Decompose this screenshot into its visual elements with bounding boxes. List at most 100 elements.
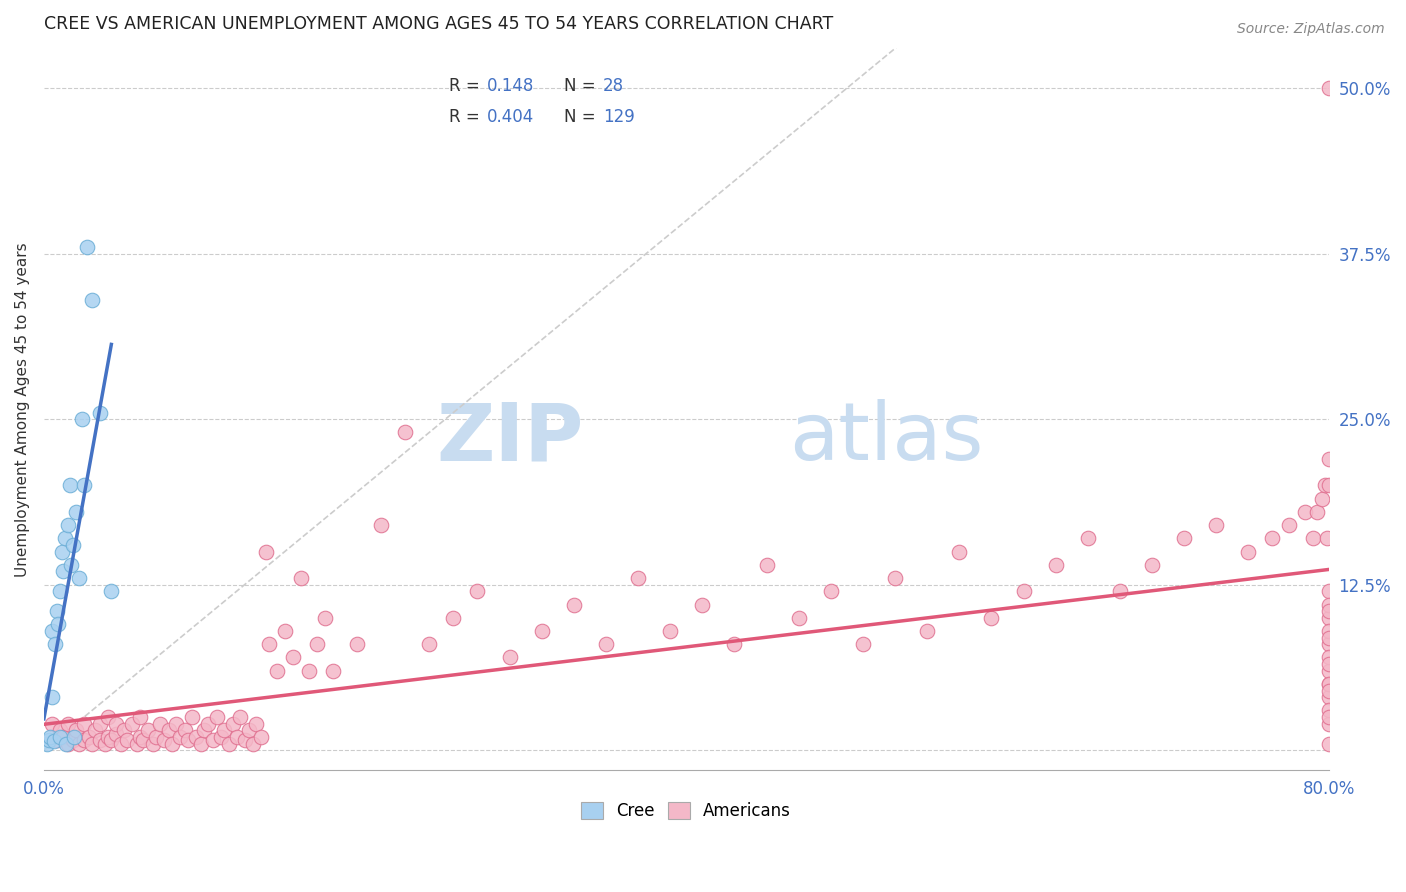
Point (193, 723, 215, 738)
Point (38, 732, 60, 747)
Point (42, 734, 65, 748)
Point (1294, 505, 1316, 519)
Point (94, 737, 117, 751)
Point (1317, 611, 1340, 625)
Point (201, 732, 224, 747)
Point (595, 637, 617, 651)
Point (45, 732, 67, 747)
Point (97, 710, 120, 724)
Point (65, 505, 87, 519)
Point (884, 571, 907, 585)
Point (1317, 604, 1340, 618)
Point (89, 732, 111, 747)
Y-axis label: Unemployment Among Ages 45 to 54 years: Unemployment Among Ages 45 to 54 years (15, 242, 30, 576)
Point (65, 723, 87, 738)
Legend: Cree, Americans: Cree, Americans (575, 795, 797, 827)
Point (530, 624, 553, 638)
Text: 28: 28 (603, 77, 624, 95)
Point (1317, 631, 1340, 645)
Point (266, 664, 288, 678)
Point (41, 690, 63, 705)
Point (80, 737, 103, 751)
Point (1317, 657, 1340, 671)
Point (97, 730, 120, 744)
Point (56, 737, 79, 751)
Point (67, 737, 90, 751)
Point (225, 730, 247, 744)
Point (110, 737, 132, 751)
Point (249, 730, 271, 744)
Point (169, 730, 191, 744)
Point (218, 737, 240, 751)
Point (1310, 491, 1333, 506)
Point (52, 730, 75, 744)
Point (89, 405, 111, 419)
Point (35, 737, 58, 751)
Point (153, 732, 176, 747)
Point (207, 710, 229, 724)
Point (915, 624, 938, 638)
Point (314, 611, 336, 625)
Text: R =: R = (449, 77, 485, 95)
Point (1317, 703, 1340, 717)
Point (233, 732, 256, 747)
Point (1012, 584, 1035, 599)
Point (1317, 451, 1340, 466)
Point (45, 604, 67, 618)
Point (692, 598, 714, 612)
Point (62, 732, 84, 747)
Text: 0.148: 0.148 (486, 77, 534, 95)
Point (39, 730, 62, 744)
Point (948, 544, 970, 558)
Point (84, 723, 107, 738)
Point (467, 584, 489, 599)
Point (1317, 664, 1340, 678)
Point (73, 716, 96, 731)
Text: N =: N = (564, 108, 602, 126)
Point (1317, 637, 1340, 651)
Point (274, 624, 297, 638)
Point (1173, 531, 1195, 545)
Point (65, 730, 87, 744)
Point (755, 558, 778, 572)
Point (49, 584, 72, 599)
Point (186, 730, 208, 744)
Point (1317, 677, 1340, 691)
Point (46, 617, 69, 632)
Point (51, 544, 73, 558)
Text: Source: ZipAtlas.com: Source: ZipAtlas.com (1237, 22, 1385, 37)
Point (100, 584, 122, 599)
Point (1277, 518, 1299, 533)
Point (56, 716, 79, 731)
Text: R =: R = (449, 108, 485, 126)
Point (52, 565, 75, 579)
Point (980, 611, 1002, 625)
Point (298, 664, 321, 678)
Point (242, 737, 264, 751)
Point (441, 611, 464, 625)
Point (129, 710, 152, 724)
Point (49, 723, 72, 738)
Point (105, 727, 128, 741)
Point (121, 716, 143, 731)
Point (627, 571, 650, 585)
Point (77, 730, 100, 744)
Point (1317, 81, 1340, 95)
Point (1317, 690, 1340, 705)
Point (1045, 558, 1067, 572)
Point (562, 598, 585, 612)
Text: ZIP: ZIP (436, 399, 583, 477)
Point (1317, 710, 1340, 724)
Text: CREE VS AMERICAN UNEMPLOYMENT AMONG AGES 45 TO 54 YEARS CORRELATION CHART: CREE VS AMERICAN UNEMPLOYMENT AMONG AGES… (44, 15, 834, 33)
Point (1317, 624, 1340, 638)
Point (820, 584, 842, 599)
Point (370, 518, 392, 533)
Point (852, 637, 875, 651)
Point (222, 716, 245, 731)
Text: N =: N = (564, 77, 602, 95)
Point (1317, 584, 1340, 599)
Point (659, 624, 682, 638)
Point (142, 737, 165, 751)
Point (157, 723, 180, 738)
Point (257, 637, 280, 651)
